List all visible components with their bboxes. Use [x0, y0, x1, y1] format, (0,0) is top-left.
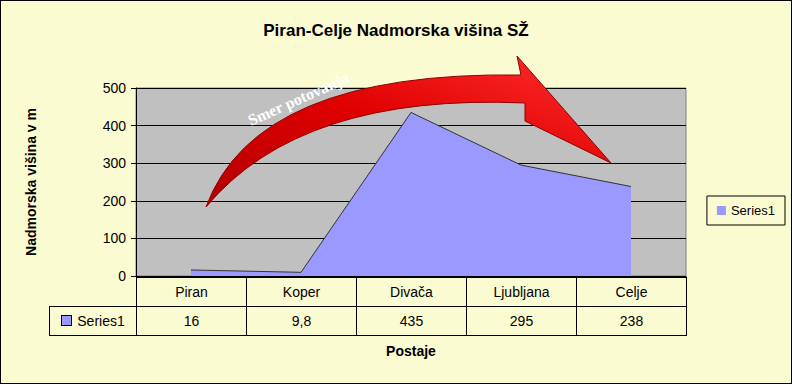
svg-text:Smer potovanja: Smer potovanja [245, 69, 352, 130]
svg-text:Nadmorska višina v m: Nadmorska višina v m [23, 108, 39, 256]
html-text:Celje: Celje [615, 284, 648, 300]
html-text:435: 435 [399, 313, 424, 329]
svg-text:500: 500 [103, 80, 127, 96]
html-text:Koper: Koper [282, 284, 321, 300]
html-text:295: 295 [509, 313, 534, 329]
html-text:Ljubljana: Ljubljana [493, 284, 550, 300]
html-text:Divača: Divača [390, 284, 433, 300]
svg-text:Series1: Series1 [731, 203, 775, 218]
svg-text:400: 400 [103, 118, 127, 134]
html-text:16: 16 [183, 313, 200, 329]
html-text:Series1: Series1 [77, 313, 125, 329]
html-text:9,8: 9,8 [291, 313, 312, 329]
svg-text:Postaje: Postaje [386, 343, 436, 359]
html-text:238: 238 [619, 313, 644, 329]
html-text:Piran: Piran [175, 284, 208, 300]
svg-text:300: 300 [103, 155, 127, 171]
svg-text:100: 100 [103, 230, 127, 246]
svg-text:Piran-Celje Nadmorska višina S: Piran-Celje Nadmorska višina SŽ [263, 21, 529, 40]
svg-text:200: 200 [103, 193, 127, 209]
svg-text:0: 0 [118, 268, 126, 284]
